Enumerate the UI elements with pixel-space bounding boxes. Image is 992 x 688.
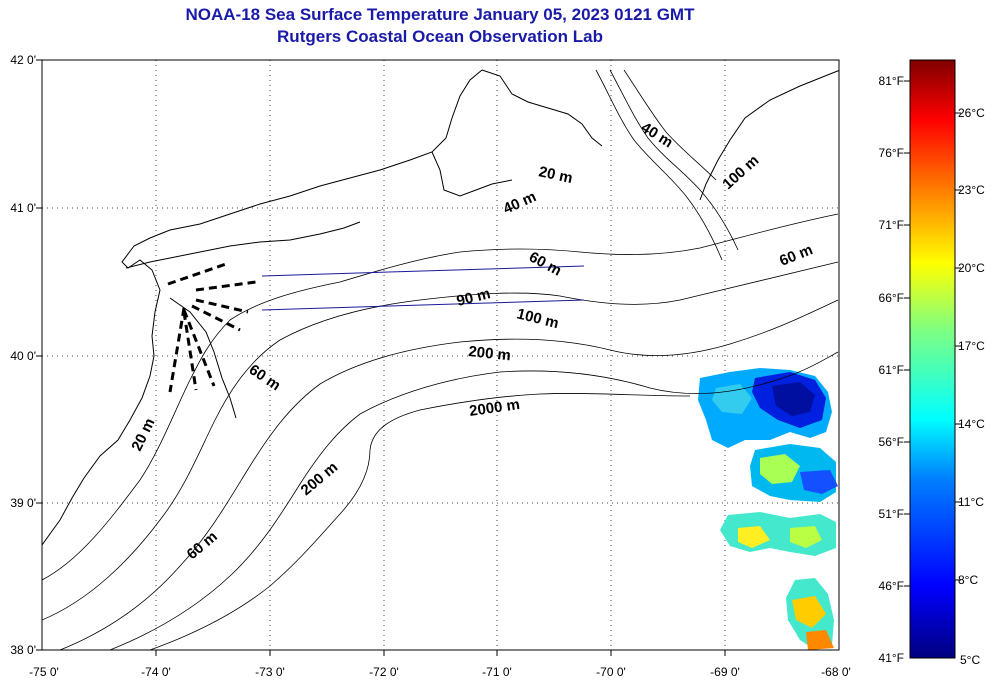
fahrenheit-label: 66°F xyxy=(879,291,904,305)
lat-label: 42 0' xyxy=(10,53,36,67)
frame-ticks xyxy=(36,59,726,656)
lon-label: -71 0' xyxy=(482,665,512,679)
contour-label: 60 m xyxy=(777,241,815,270)
fahrenheit-label: 41°F xyxy=(879,651,904,665)
fahrenheit-label: 76°F xyxy=(879,146,904,160)
temperature-colorbar xyxy=(909,59,956,659)
colorbar-ticks xyxy=(904,80,961,587)
celsius-label: 5°C xyxy=(960,653,980,667)
contour-label: 40 m xyxy=(501,188,539,217)
contour-label: 2000 m xyxy=(468,396,521,420)
sst-data xyxy=(698,368,838,650)
lon-label: -74 0' xyxy=(141,665,171,679)
lon-label: -75 0' xyxy=(29,665,59,679)
colorbar-celsius-labels: 26°C 23°C 20°C 17°C 14°C 11°C 8°C 5°C xyxy=(958,106,985,667)
celsius-label: 11°C xyxy=(958,495,984,509)
plot-frame xyxy=(41,59,840,651)
contour-label: 200 m xyxy=(298,459,342,499)
contour-label: 60 m xyxy=(184,528,221,563)
lat-label: 39 0' xyxy=(10,496,36,510)
fahrenheit-label: 81°F xyxy=(879,74,904,88)
map-subtitle: Rutgers Coastal Ocean Observation Lab xyxy=(277,27,603,46)
lon-label: -72 0' xyxy=(369,665,399,679)
lon-label: -73 0' xyxy=(255,665,285,679)
celsius-label: 17°C xyxy=(958,339,985,353)
contour-label: 60 m xyxy=(526,249,564,280)
fahrenheit-label: 46°F xyxy=(879,579,904,593)
lat-label: 41 0' xyxy=(10,201,36,215)
celsius-label: 8°C xyxy=(958,573,978,587)
fahrenheit-label: 71°F xyxy=(879,218,904,232)
celsius-label: 14°C xyxy=(958,417,985,431)
contour-label: 20 m xyxy=(128,416,158,454)
celsius-label: 20°C xyxy=(958,261,985,275)
contour-label: 200 m xyxy=(468,343,512,364)
colorbar-fahrenheit-labels: 81°F 76°F 71°F 66°F 61°F 56°F 51°F 46°F … xyxy=(879,74,904,665)
fahrenheit-label: 61°F xyxy=(879,363,904,377)
approach-lanes xyxy=(167,262,257,393)
fahrenheit-label: 51°F xyxy=(879,507,904,521)
lon-label: -68 0' xyxy=(821,665,851,679)
lat-label: 38 0' xyxy=(10,643,36,657)
longitude-labels: -75 0' -74 0' -73 0' -72 0' -71 0' -70 0… xyxy=(29,665,851,679)
fahrenheit-label: 56°F xyxy=(879,435,904,449)
contour-label: 100 m xyxy=(719,152,762,193)
lon-label: -69 0' xyxy=(710,665,740,679)
contour-label: 90 m xyxy=(455,285,492,310)
contour-label: 40 m xyxy=(638,119,676,152)
contour-label: 20 m xyxy=(537,163,574,187)
map-title: NOAA-18 Sea Surface Temperature January … xyxy=(185,5,695,24)
lat-label: 40 0' xyxy=(10,349,36,363)
latitude-labels: 42 0' 41 0' 40 0' 39 0' 38 0' xyxy=(10,53,36,657)
contour-label: 60 m xyxy=(246,361,284,394)
contour-label: 100 m xyxy=(515,305,560,332)
depth-contours xyxy=(42,69,839,650)
celsius-label: 23°C xyxy=(958,183,985,197)
graticule xyxy=(42,60,839,650)
coastline xyxy=(42,69,839,546)
shipping-lanes xyxy=(261,265,585,311)
celsius-label: 26°C xyxy=(958,106,985,120)
lon-label: -70 0' xyxy=(596,665,626,679)
